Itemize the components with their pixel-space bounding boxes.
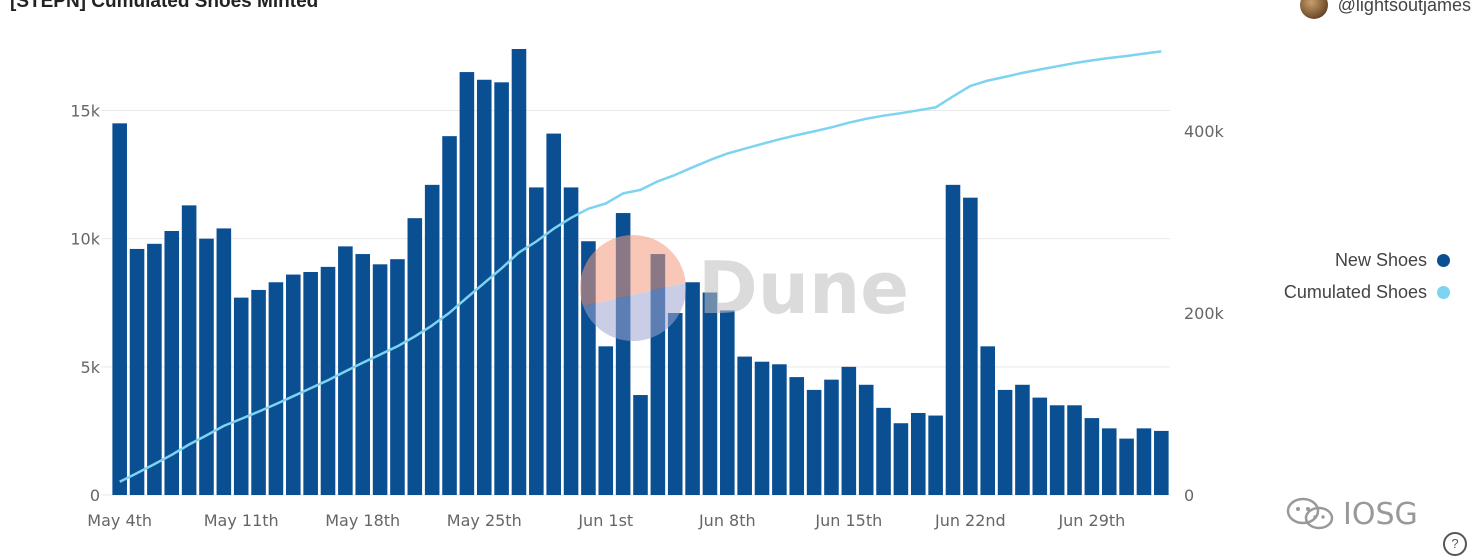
bar-new-shoes [251, 289, 266, 495]
chart-title: [STEPN] Cumulated Shoes Minted [10, 0, 319, 12]
iosg-text: IOSG [1343, 496, 1418, 532]
bar-new-shoes [928, 415, 943, 495]
bar-new-shoes [858, 384, 874, 495]
bar-new-shoes [806, 389, 822, 495]
bar-new-shoes [546, 133, 561, 495]
legend-item-cumulated-shoes[interactable]: Cumulated Shoes [1200, 276, 1450, 308]
bar-new-shoes [1067, 405, 1082, 495]
y-right-tick-label: 400k [1184, 122, 1225, 141]
bar-new-shoes [1119, 438, 1134, 495]
legend-item-new-shoes[interactable]: New Shoes [1200, 244, 1450, 276]
x-tick-label: Jun 22nd [934, 511, 1006, 530]
legend-dot-new-shoes [1437, 253, 1450, 267]
bar-new-shoes [563, 187, 579, 495]
bar-new-shoes [598, 346, 614, 495]
x-tick-label: Jun 15th [814, 511, 882, 530]
bar-new-shoes [233, 297, 249, 495]
bar-new-shoes [893, 423, 909, 495]
bar-new-shoes [824, 379, 839, 495]
bar-new-shoes [407, 218, 423, 495]
bar-new-shoes [285, 274, 301, 495]
bar-new-shoes [945, 184, 961, 495]
legend-dot-cumulated-shoes [1437, 285, 1450, 299]
y-left-tick-label: 0 [90, 486, 100, 505]
y-left-tick-label: 15k [70, 102, 100, 121]
y-left-tick-label: 5k [81, 358, 101, 377]
bar-new-shoes [424, 184, 440, 495]
bar-new-shoes [789, 377, 805, 495]
line-cumulated-shoes [119, 50, 1162, 483]
bar-new-shoes [459, 72, 475, 495]
bar-new-shoes [772, 364, 787, 495]
x-tick-label: Jun 1st [577, 511, 633, 530]
bar-new-shoes [476, 79, 492, 496]
bar-new-shoes [1015, 384, 1030, 495]
iosg-badge: IOSG [1285, 496, 1418, 532]
bar-new-shoes [511, 49, 527, 495]
line-cumulated-shoes-path [119, 50, 1162, 483]
x-tick-label: May 25th [447, 511, 522, 530]
bar-new-shoes [216, 228, 232, 495]
author-credit[interactable]: @lightsoutjames [1299, 0, 1471, 19]
bar-new-shoes [181, 205, 197, 495]
bar-new-shoes [720, 310, 735, 495]
x-tick-label: Jun 29th [1057, 511, 1125, 530]
bar-new-shoes [1136, 428, 1152, 495]
bar-new-shoes [754, 361, 770, 495]
bar-new-shoes [390, 259, 405, 495]
bar-new-shoes [268, 282, 284, 495]
bar-new-shoes [963, 197, 978, 495]
x-tick-label: May 18th [325, 511, 400, 530]
bar-new-shoes [1154, 430, 1169, 495]
bar-new-shoes [685, 282, 700, 495]
bar-new-shoes [372, 264, 388, 495]
bar-new-shoes [529, 187, 544, 495]
x-tick-label: Jun 8th [698, 511, 756, 530]
author-handle: @lightsoutjames [1337, 0, 1471, 15]
y-left-tick-label: 10k [70, 230, 100, 249]
bar-new-shoes [355, 254, 371, 495]
bar-new-shoes [841, 366, 857, 495]
bar-new-shoes [147, 243, 162, 495]
legend-label-new-shoes: New Shoes [1334, 249, 1427, 270]
y-right-tick-label: 200k [1184, 304, 1225, 323]
bar-new-shoes [129, 248, 145, 495]
bars-new-shoes [112, 49, 1169, 496]
bar-new-shoes [1084, 418, 1100, 495]
bar-new-shoes [980, 346, 996, 495]
bar-new-shoes [164, 230, 180, 495]
bar-new-shoes [702, 292, 718, 495]
bar-new-shoes [633, 395, 648, 495]
y-right-tick-label: 0 [1184, 486, 1194, 505]
bar-new-shoes [1032, 397, 1048, 495]
bar-new-shoes [1049, 405, 1065, 495]
axis-labels: 0 5k 10k 15k 0 200k 400k May 4th May 11th May 18t… [70, 102, 1224, 530]
watermark-text: Dune [698, 246, 910, 330]
wechat-icon [1286, 497, 1334, 530]
bar-new-shoes [494, 82, 509, 495]
help-icon[interactable]: ? [1443, 532, 1467, 556]
avatar [1299, 0, 1328, 19]
bar-new-shoes [910, 412, 926, 495]
dune-logo-icon [580, 235, 686, 341]
bar-new-shoes [303, 272, 318, 495]
bar-new-shoes [199, 238, 214, 495]
bar-new-shoes [112, 123, 127, 495]
bar-new-shoes [442, 136, 457, 496]
legend-label-cumulated-shoes: Cumulated Shoes [1283, 281, 1427, 302]
bar-new-shoes [876, 407, 891, 495]
x-tick-label: May 4th [87, 511, 152, 530]
x-tick-label: May 11th [204, 511, 279, 530]
bar-new-shoes [737, 356, 752, 495]
dune-watermark: Dune [580, 235, 909, 341]
bar-new-shoes [997, 389, 1013, 495]
chart-legend: New Shoes Cumulated Shoes [1200, 244, 1450, 308]
bar-new-shoes [1101, 428, 1117, 495]
bar-new-shoes [667, 313, 683, 495]
